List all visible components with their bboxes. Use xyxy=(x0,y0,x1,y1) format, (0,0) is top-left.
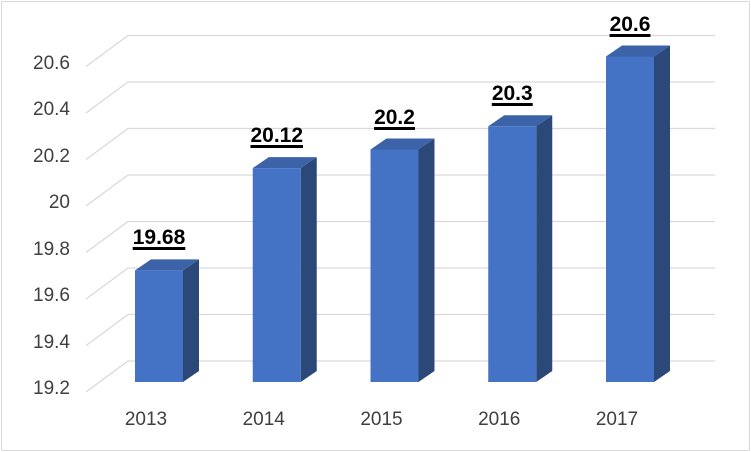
y-tick-label-20.2: 20.2 xyxy=(33,145,70,167)
bar-top-face xyxy=(606,45,670,57)
bar-top-face xyxy=(370,138,435,150)
bar-2014 xyxy=(252,157,317,382)
data-label-2014: 20.12 xyxy=(250,124,304,148)
bar-2016 xyxy=(488,115,553,382)
bar-2017 xyxy=(606,45,670,382)
y-tick-label-20: 20 xyxy=(48,192,70,213)
y-tick-label-19.6: 19.6 xyxy=(33,285,70,306)
bar-front-face xyxy=(252,168,301,382)
data-label-2015: 20.2 xyxy=(374,105,415,129)
bar-side-face xyxy=(536,115,553,382)
bar-top-face xyxy=(488,115,553,127)
bar-side-face xyxy=(300,157,317,382)
y-tick-label-20.6: 20.6 xyxy=(33,52,70,74)
bar-side-face xyxy=(418,138,435,382)
y-tick-label-19.4: 19.4 xyxy=(33,331,70,353)
bar-top-face xyxy=(135,259,199,271)
bar-2015 xyxy=(370,138,435,382)
gridline-20.6 xyxy=(85,34,715,68)
category-label-2015: 2015 xyxy=(360,409,403,430)
bar-2013 xyxy=(135,259,199,382)
bar-front-face xyxy=(606,56,654,382)
y-tick-label-20.4: 20.4 xyxy=(33,99,70,120)
y-tick-label-19.2: 19.2 xyxy=(33,378,70,399)
bar-front-face xyxy=(488,126,537,382)
category-label-2014: 2014 xyxy=(242,409,285,430)
category-label-2017: 2017 xyxy=(595,409,639,430)
bar-top-face xyxy=(252,157,317,169)
bar-side-face xyxy=(654,45,670,382)
data-label-2016: 20.3 xyxy=(491,82,533,106)
bar-front-face xyxy=(370,149,419,382)
data-label-2017: 20.6 xyxy=(609,12,651,36)
bar-front-face xyxy=(135,270,183,382)
category-label-2013: 2013 xyxy=(124,409,168,430)
category-label-2016: 2016 xyxy=(478,409,521,430)
data-label-2013: 19.68 xyxy=(132,226,186,250)
bar-side-face xyxy=(183,259,199,382)
y-tick-label-19.8: 19.8 xyxy=(33,238,70,260)
gridline-20.4 xyxy=(85,81,715,114)
